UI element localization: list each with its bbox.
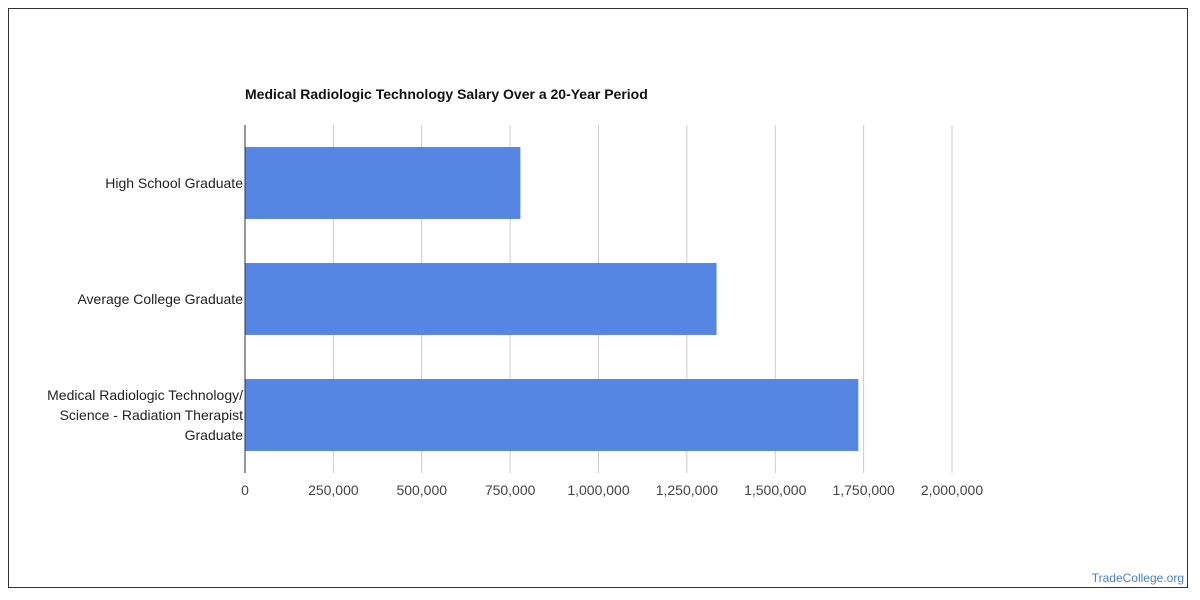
- bar: [245, 147, 521, 219]
- x-tick-label: 1,250,000: [656, 482, 718, 498]
- x-tick-label: 500,000: [396, 482, 447, 498]
- bar: [245, 379, 859, 451]
- x-tick-label: 0: [241, 482, 249, 498]
- x-tick-label: 2,000,000: [921, 482, 983, 498]
- watermark-link[interactable]: TradeCollege.org: [1091, 571, 1184, 585]
- bar: [245, 263, 717, 335]
- x-tick-label: 1,500,000: [744, 482, 806, 498]
- category-label: High School Graduate: [105, 175, 243, 191]
- x-tick-label: 1,750,000: [832, 482, 894, 498]
- chart-title: Medical Radiologic Technology Salary Ove…: [245, 86, 648, 102]
- x-tick-label: 250,000: [308, 482, 359, 498]
- x-tick-label: 750,000: [485, 482, 536, 498]
- category-label: Medical Radiologic Technology/Science - …: [47, 387, 243, 443]
- x-tick-label: 1,000,000: [567, 482, 629, 498]
- category-label: Average College Graduate: [77, 291, 243, 307]
